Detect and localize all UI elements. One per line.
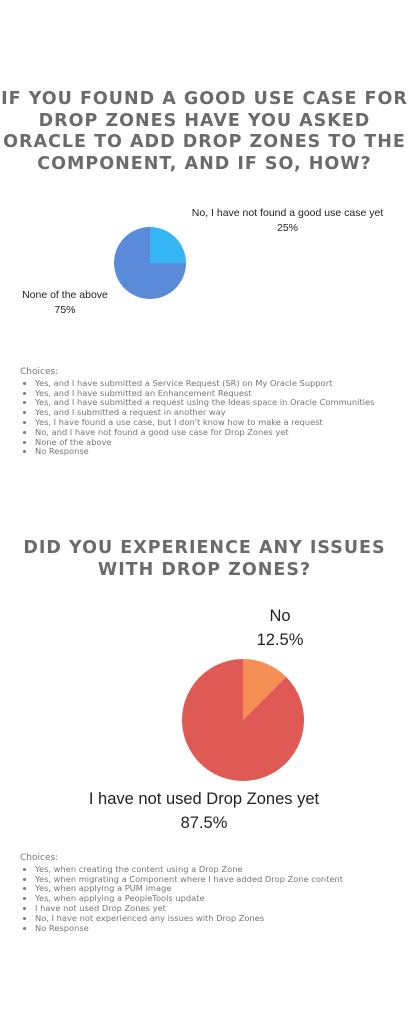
slice-label-text: I have not used Drop Zones yet [88,790,320,808]
choice-item: Yes, when creating the content using a D… [35,864,400,875]
choice-item: Yes, and I have submitted a Service Requ… [35,378,400,389]
choice-item: Yes, I have found a use case, but I don'… [35,417,400,428]
pie-2-label-no: No 12.5% [230,604,330,652]
slice-value-text: 12.5% [256,631,304,649]
question-2-choices: Choices: Yes, when creating the content … [20,853,400,934]
pie-1-slice-0 [150,227,186,263]
slice-label-text: No, I have not found a good use case yet [191,207,384,219]
slice-label-text: None of the above [22,289,108,301]
slice-value-text: 25% [276,222,298,234]
choice-item: I have not used Drop Zones yet [35,903,400,914]
slice-value-text: 87.5% [180,814,228,832]
question-2-title: Did you experience any issues with Drop … [23,538,386,580]
choices-list: Yes, and I have submitted a Service Requ… [20,378,400,457]
choice-item: No Response [35,447,400,457]
pie-1-label-not-found: No, I have not found a good use case yet… [180,206,395,236]
pie-1-label-none: None of the above 75% [14,288,116,318]
choices-title: Choices: [20,367,59,377]
choice-item: Yes, when migrating a Component where I … [35,874,400,885]
choices-title: Choices: [20,853,59,863]
choices-list: Yes, when creating the content using a D… [20,864,400,934]
pie-1-slice-1 [114,227,186,299]
choice-item: None of the above [35,437,400,448]
question-1-choices: Choices: Yes, and I have submitted a Ser… [20,367,400,457]
choice-item: Yes, and I have submitted an Enhancement… [35,388,400,399]
slice-label-text: No [269,607,291,625]
choice-item: No, and I have not found a good use case… [35,427,400,438]
choice-item: No Response [35,923,400,934]
choice-item: Yes, and I have submitted a request usin… [35,398,400,408]
choice-item: No, I have not experienced any issues wi… [35,913,400,924]
pie-chart-1 [114,227,186,299]
choice-item: Yes, when applying a PeopleTools update [35,893,400,904]
slice-value-text: 75% [54,304,76,316]
choice-item: Yes, when applying a PUM image [35,884,400,894]
choice-item: Yes, and I submitted a request in anothe… [35,407,400,418]
question-1-title: If you found a good use case for Drop Zo… [1,89,408,174]
pie-2-slice-1 [182,659,304,781]
pie-chart-2 [182,659,304,781]
pie-2-label-not-used: I have not used Drop Zones yet 87.5% [44,787,364,835]
pie-2-slice-0 [243,659,287,720]
